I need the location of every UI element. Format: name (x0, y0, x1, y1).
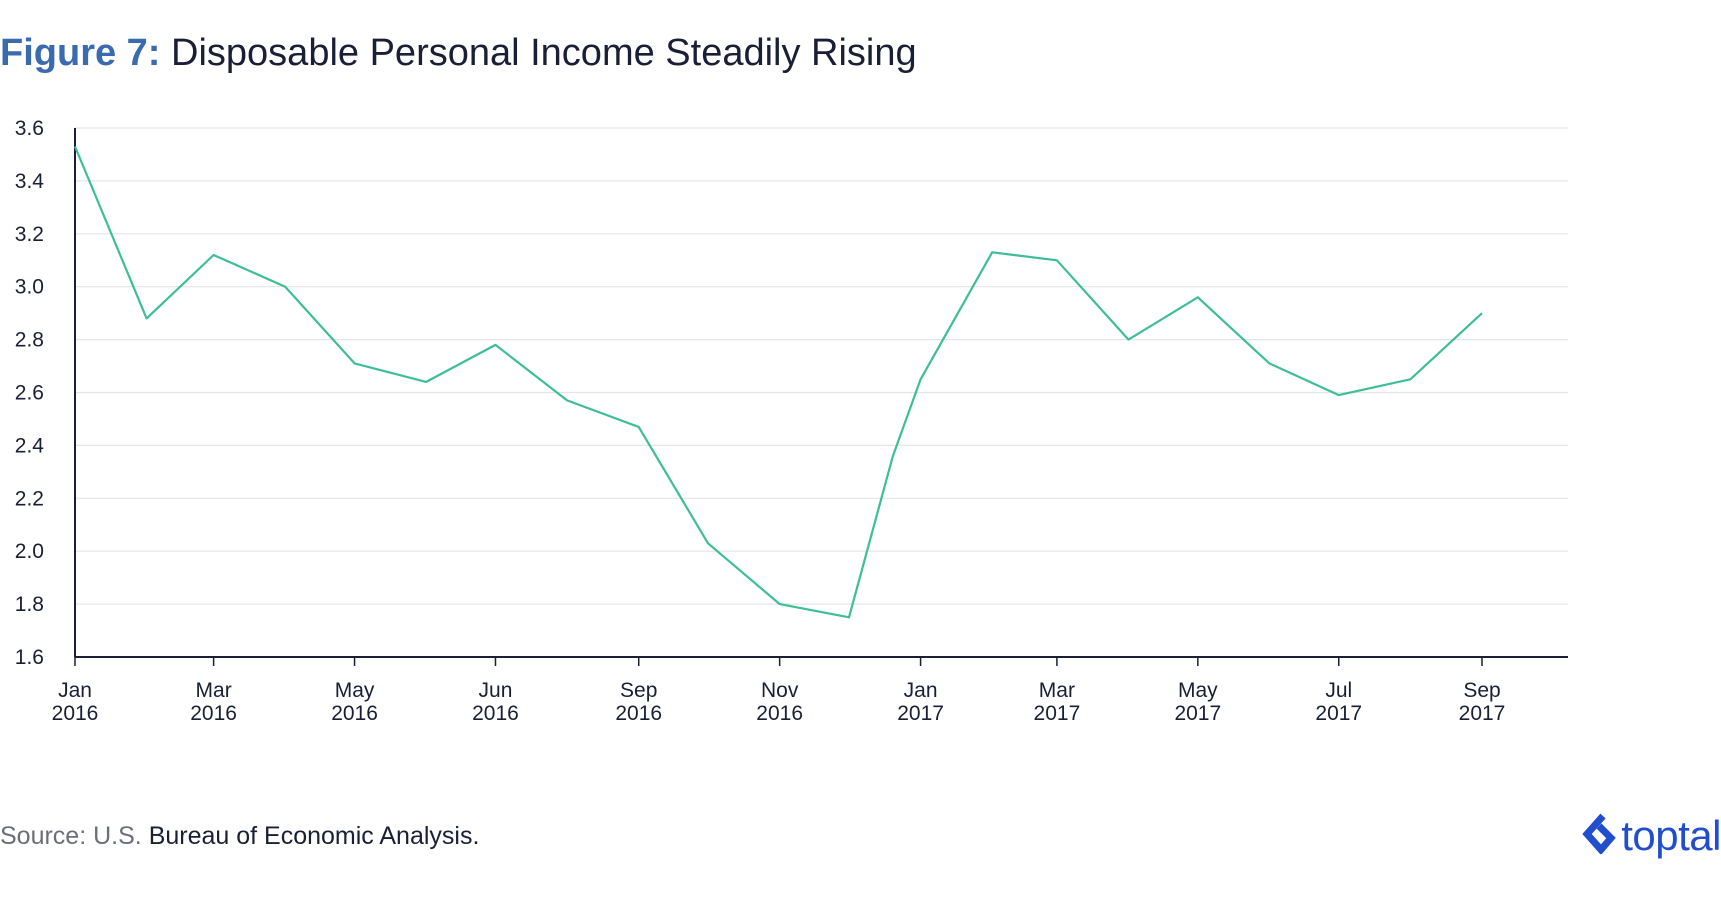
x-tick-month: Jul (1325, 679, 1352, 702)
x-tick-year: 2016 (472, 702, 519, 725)
y-tick-label: 2.0 (15, 540, 44, 563)
gridlines (75, 127, 1568, 605)
x-tick-year: 2017 (1034, 702, 1081, 725)
x-tick-month: Jun (479, 679, 513, 702)
y-tick-label: 2.8 (15, 329, 44, 352)
x-tick-year: 2017 (1174, 702, 1221, 725)
x-tick-year: 2017 (1459, 702, 1506, 725)
figure-title-text: Disposable Personal Income Steadily Risi… (171, 32, 917, 74)
toptal-diamond-icon (1582, 813, 1617, 855)
x-tick-year: 2017 (1315, 702, 1362, 725)
y-tick-label: 1.6 (15, 646, 44, 669)
x-tick-year: 2016 (756, 702, 803, 725)
x-tick-month: Mar (196, 679, 232, 702)
source-note: Source: U.S. Bureau of Economic Analysis… (0, 820, 479, 852)
y-tick-label: 3.2 (15, 223, 44, 246)
x-tick-month: Mar (1039, 679, 1075, 702)
x-tick-year: 2017 (897, 702, 944, 725)
x-tick-year: 2016 (52, 702, 99, 725)
logo-text: toptal (1621, 812, 1721, 859)
y-tick-label: 1.8 (15, 593, 44, 616)
x-tick-month: Sep (1463, 679, 1500, 702)
chart-title: Figure 7: Disposable Personal Income Ste… (0, 30, 917, 76)
y-axis-ticks: 1.6 1.8 2.0 2.2 2.4 2.6 2.8 3.0 3.2 3.4 3.6 (15, 117, 45, 669)
x-tick-month: Jan (904, 679, 938, 702)
series-line (73, 146, 1483, 619)
line-chart: 1.61.82.02.22.42.62.83.03.23.43.6 Jan201… (15, 117, 1568, 725)
y-tick-label: 3.6 (15, 117, 44, 140)
x-tick-year: 2016 (331, 702, 378, 725)
x-tick-month: May (335, 679, 375, 702)
x-tick-year: 2016 (615, 702, 662, 725)
x-tick-month: Sep (620, 679, 657, 702)
x-axis-ticks: Jan2016Mar2016May2016Jun2016Sep2016Nov20… (52, 657, 1506, 725)
y-tick-label: 2.4 (15, 434, 45, 457)
source-text: Bureau of Economic Analysis. (148, 822, 480, 850)
x-tick-year: 2016 (190, 702, 237, 725)
y-tick-label: 2.6 (15, 382, 44, 405)
figure-label: Figure 7: (0, 32, 161, 74)
y-tick-label: 2.2 (15, 487, 44, 510)
x-tick-month: Jan (58, 679, 92, 702)
toptal-logo: toptal (1581, 812, 1721, 860)
y-tick-label: 3.4 (15, 170, 45, 193)
source-label: Source: U.S. (0, 822, 142, 850)
y-tick-label: 3.0 (15, 276, 44, 299)
x-tick-month: May (1178, 679, 1218, 702)
x-tick-month: Nov (761, 679, 799, 702)
